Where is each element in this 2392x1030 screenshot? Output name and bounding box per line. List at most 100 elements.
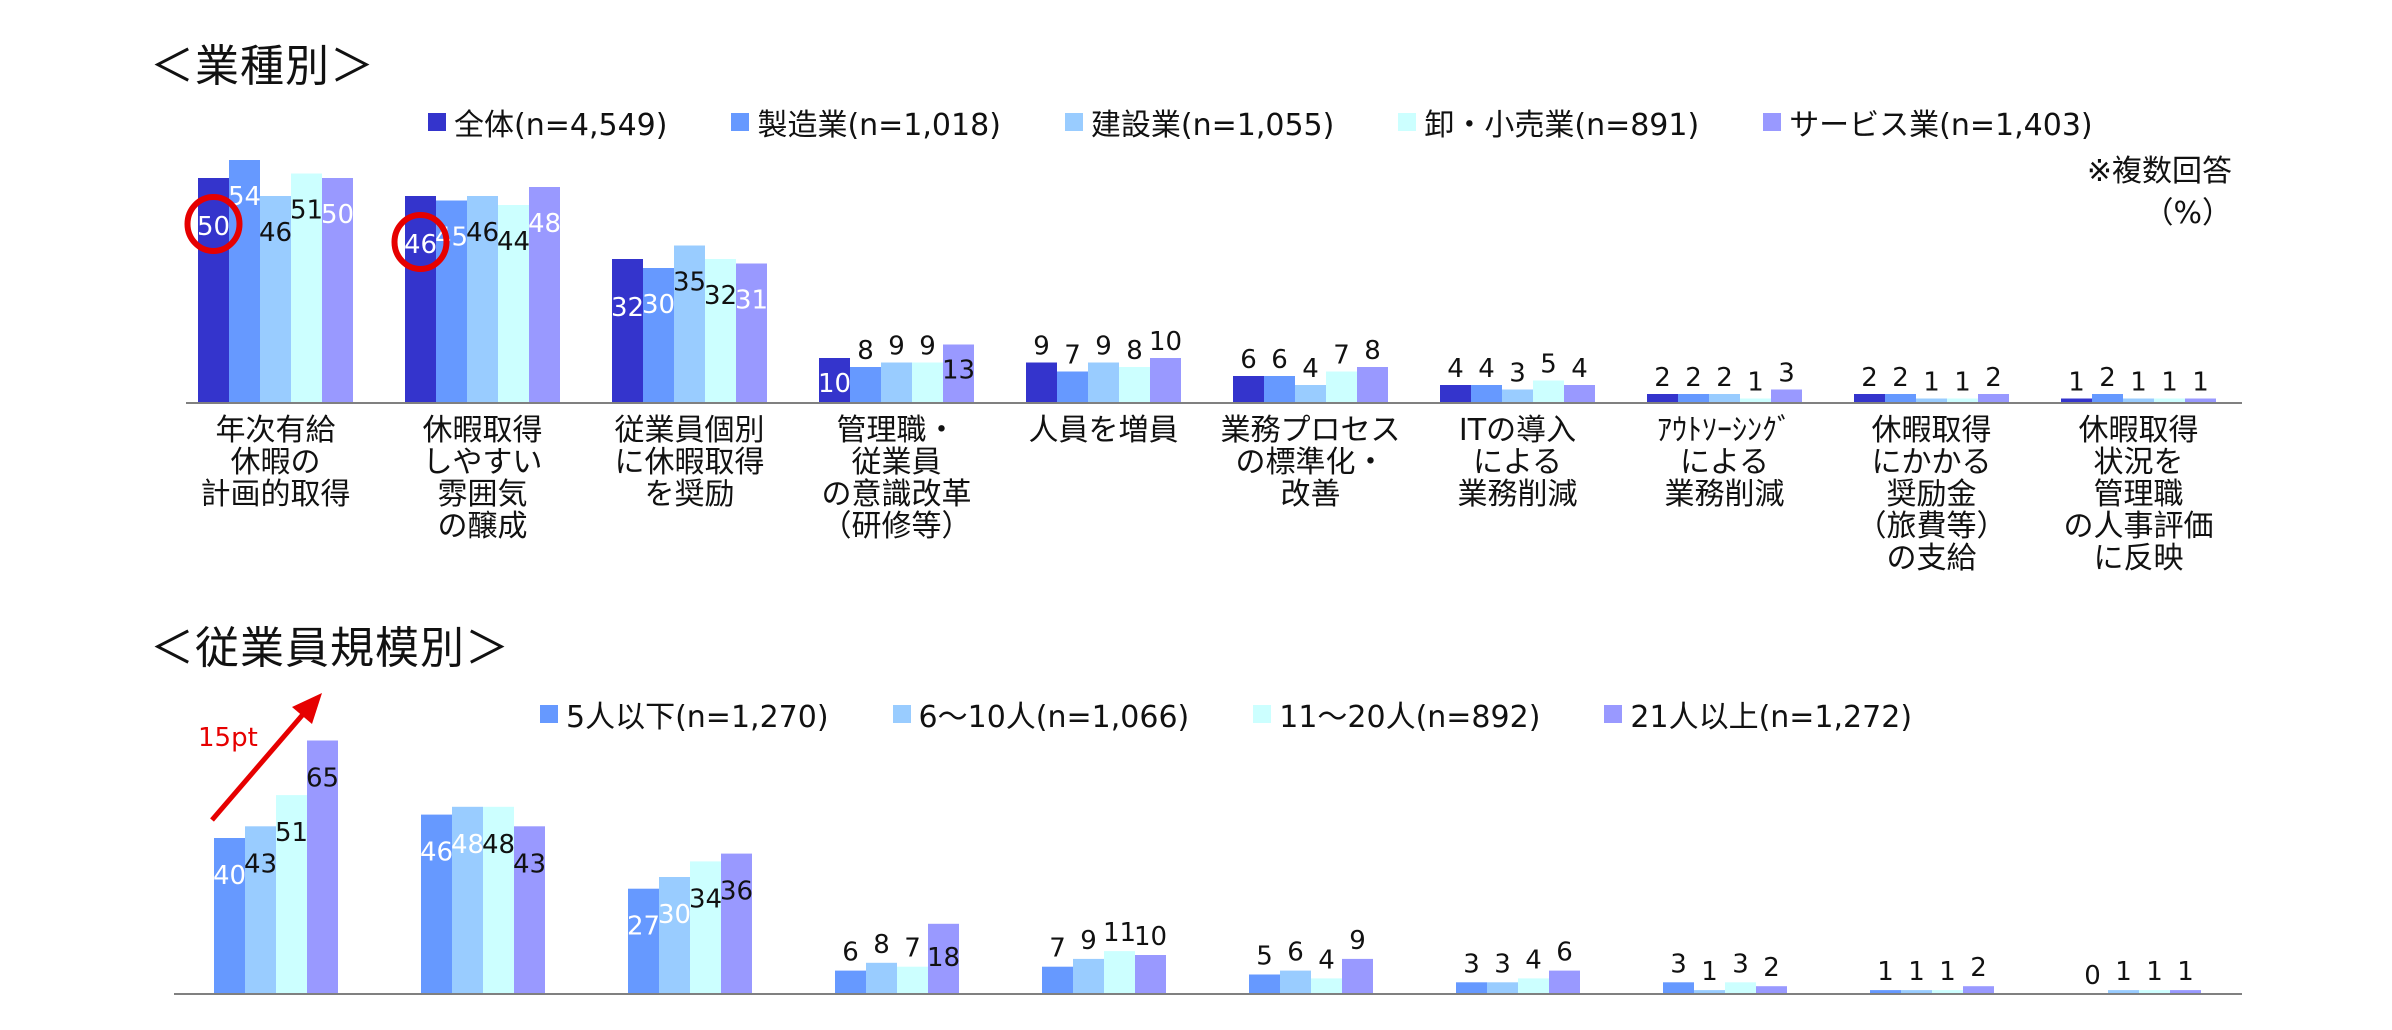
data-label: 46: [420, 838, 453, 868]
bar: [705, 259, 736, 403]
category-label: 年次有給休暇の計画的取得: [201, 413, 351, 512]
bar: [1440, 385, 1471, 403]
trend-arrow-head: [292, 693, 322, 724]
data-label: 4: [1318, 945, 1335, 975]
data-label: 2: [1763, 953, 1780, 983]
bar: [1549, 970, 1580, 994]
bar: [467, 196, 498, 403]
bar: [628, 888, 659, 994]
data-label: 8: [1364, 336, 1381, 366]
data-label: 13: [942, 356, 975, 386]
data-label: 1: [1908, 957, 1925, 987]
data-label: 6: [1556, 938, 1573, 968]
data-label: 9: [888, 332, 905, 362]
category-label: 人員を増員: [1029, 413, 1179, 448]
legend-swatch-overall: [428, 113, 446, 131]
legend-swatch-manufacturing: [731, 113, 750, 131]
legend-label: 製造業(n=1,018): [757, 108, 1001, 143]
data-label: 7: [904, 934, 921, 964]
bar: [322, 178, 353, 403]
data-label: 1: [1939, 957, 1956, 987]
data-label: 1: [2192, 368, 2209, 398]
legend-label: 全体(n=4,549): [454, 108, 668, 143]
category-label: ｱｳﾄｿｰｼﾝｸﾞによる業務削減: [1657, 413, 1792, 512]
data-label: 48: [482, 830, 515, 860]
data-label: 65: [306, 764, 339, 794]
data-label: 7: [1049, 934, 1066, 964]
data-label: 51: [275, 818, 308, 848]
bar: [1104, 951, 1135, 994]
bar: [2092, 394, 2123, 403]
bar: [1709, 394, 1740, 403]
bar: [1756, 986, 1787, 994]
data-label: 36: [720, 877, 753, 907]
data-label: 4: [1302, 354, 1319, 384]
bar: [1678, 394, 1709, 403]
data-label: 1: [1923, 368, 1940, 398]
bar: [1042, 966, 1073, 994]
data-label: 4: [1525, 945, 1542, 975]
data-label: 2: [1654, 363, 1671, 393]
data-label: 8: [857, 336, 874, 366]
legend-item-size-6-10: 6～10人(n=1,066): [892, 692, 1189, 736]
legend-item-size-5: 5人以下(n=1,270): [540, 692, 829, 736]
bar: [881, 362, 912, 403]
data-label: 6: [842, 938, 859, 968]
bar: [2170, 990, 2201, 994]
bar: [928, 923, 959, 994]
data-label: 3: [1463, 949, 1480, 979]
category-label: 業務プロセスの標準化・改善: [1221, 413, 1401, 512]
data-label: 0: [2084, 961, 2101, 991]
bar: [2154, 398, 2185, 403]
bar: [405, 196, 436, 403]
bar: [245, 826, 276, 994]
data-label: 1: [2161, 368, 2178, 398]
bar: [1564, 385, 1595, 403]
legend-item-size-21: 21人以上(n=1,272): [1604, 692, 1912, 736]
size-legend: 5人以下(n=1,270) 6～10人(n=1,066) 11～20人(n=89…: [540, 692, 1912, 736]
data-label: 46: [466, 218, 499, 248]
bar: [436, 200, 467, 403]
data-label: 11: [1103, 918, 1136, 948]
bar: [819, 358, 850, 403]
bar: [1233, 376, 1264, 403]
bar: [659, 877, 690, 994]
data-label: 3: [1670, 949, 1687, 979]
bar: [1280, 970, 1311, 994]
bar: [1932, 990, 1963, 994]
data-label: 1: [1877, 957, 1894, 987]
data-label: 35: [673, 268, 706, 298]
bar: [897, 966, 928, 994]
data-label: 7: [1333, 341, 1350, 371]
category-label: 従業員個別に休暇取得を奨励: [615, 413, 765, 512]
data-label: 44: [497, 227, 530, 257]
data-label: 43: [513, 849, 546, 879]
bar: [1471, 385, 1502, 403]
data-label: 27: [627, 912, 660, 942]
bar: [1694, 990, 1725, 994]
legend-item-construction: 建設業(n=1,055): [1064, 100, 1334, 144]
bar: [1901, 990, 1932, 994]
data-label: 32: [704, 281, 737, 311]
data-label: 34: [689, 884, 722, 914]
bar: [229, 160, 260, 403]
bar: [690, 861, 721, 994]
bar: [736, 263, 767, 403]
bar: [1073, 958, 1104, 994]
bar: [307, 740, 338, 994]
legend-label: 21人以上(n=1,272): [1630, 700, 1913, 735]
data-label: 30: [642, 290, 675, 320]
data-label: 2: [2099, 363, 2116, 393]
data-label: 1: [1747, 368, 1764, 398]
difference-annotation: 15pt: [198, 723, 258, 753]
bar: [483, 806, 514, 994]
data-label: 30: [658, 900, 691, 930]
category-label: 休暇取得状況を管理職の人事評価に反映: [2064, 413, 2214, 576]
bar: [2061, 398, 2092, 403]
data-label: 8: [873, 930, 890, 960]
data-label: 43: [244, 849, 277, 879]
bar: [1135, 955, 1166, 994]
bar: [214, 838, 245, 994]
